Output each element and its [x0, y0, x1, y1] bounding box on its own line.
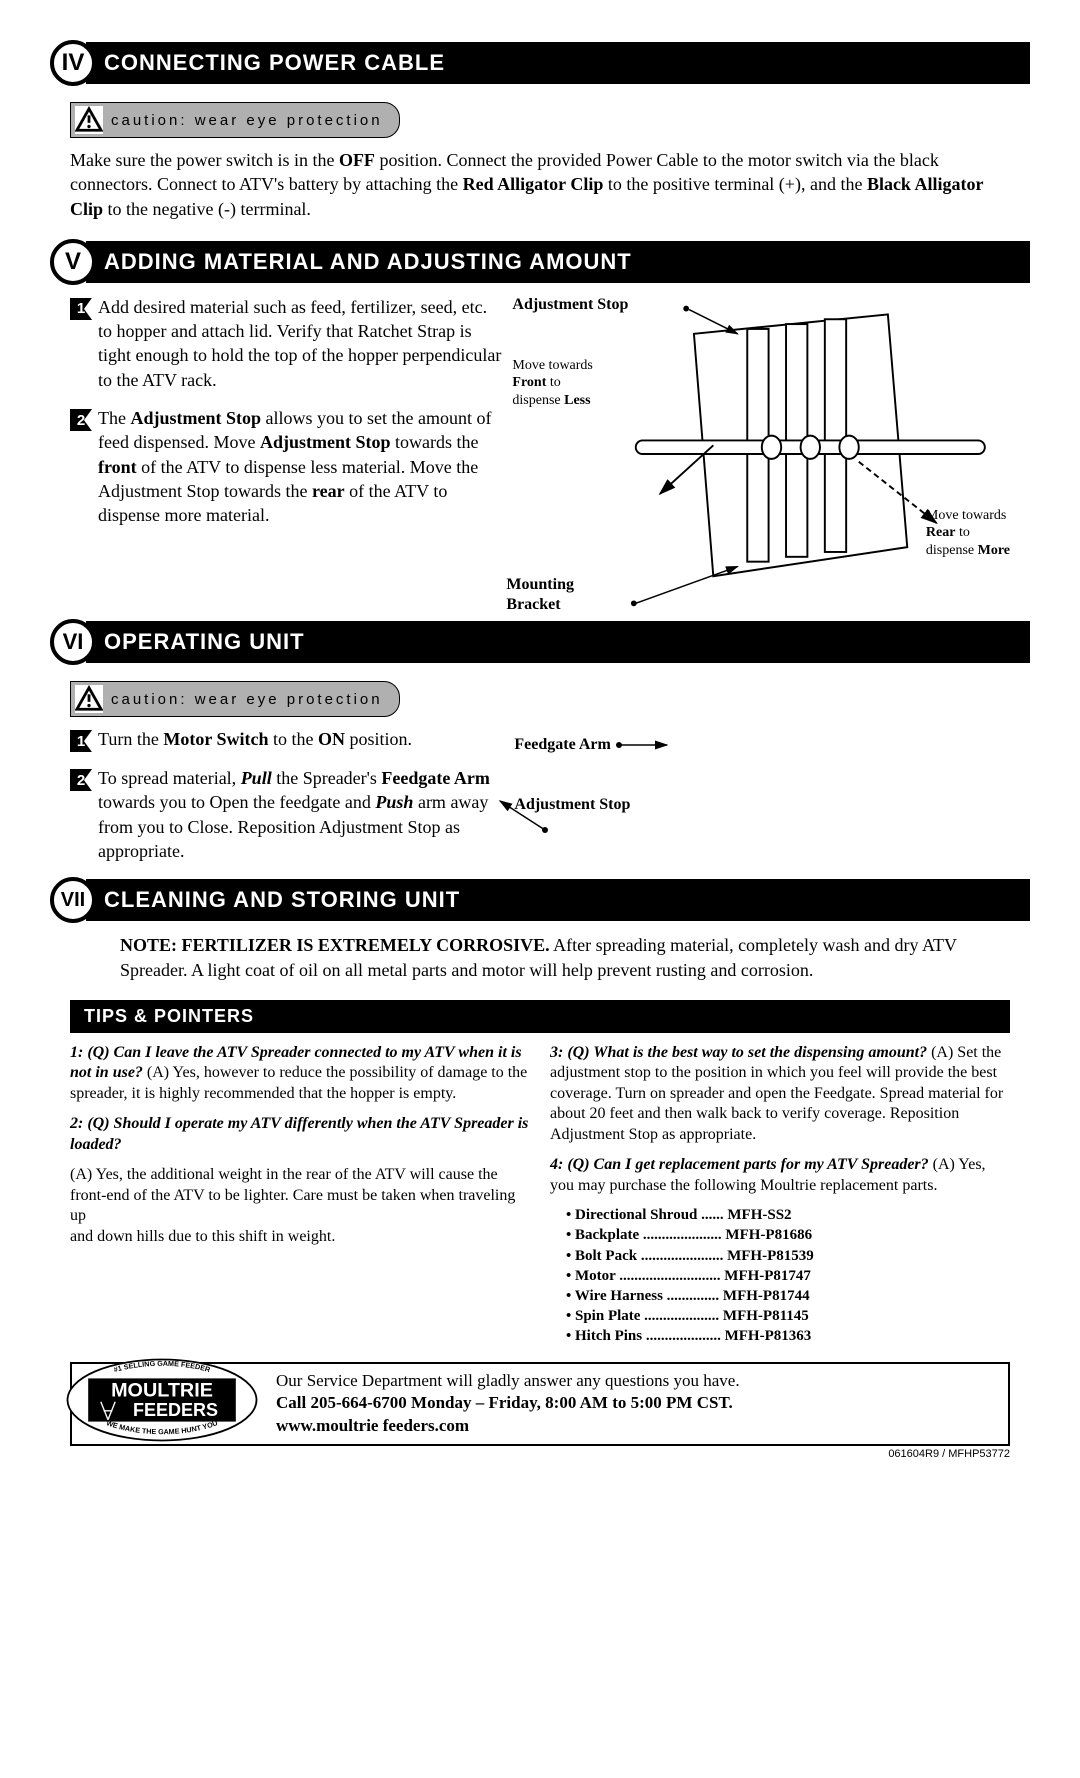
label-adjustment-stop: Adjustment Stop [512, 295, 628, 315]
warning-icon [75, 685, 103, 713]
part-item: • Spin Plate .................... MFH-P8… [566, 1307, 1010, 1326]
tips-right-column: 3: (Q) What is the best way to set the d… [550, 1043, 1010, 1348]
caution-box-vi: caution: wear eye protection [70, 681, 400, 717]
section-vii-header: VII CLEANING AND STORING UNIT [50, 877, 1030, 923]
footer-text: Our Service Department will gladly answe… [276, 1370, 740, 1439]
document-id: 061604R9 / MFHP53772 [70, 1448, 1010, 1460]
tips-title-bar: TIPS & POINTERS [70, 1000, 1010, 1033]
footer-box: #1 SELLING GAME FEEDER "WE MAKE THE GAME… [70, 1362, 1010, 1447]
roman-numeral-vii: VII [50, 877, 96, 923]
v-step-2: 2The Adjustment Stop allows you to set t… [70, 406, 502, 527]
caution-text: caution: wear eye protection [111, 112, 383, 129]
vii-note: NOTE: FERTILIZER IS EXTREMELY CORROSIVE.… [120, 933, 1010, 982]
part-item: • Hitch Pins .................... MFH-P8… [566, 1327, 1010, 1346]
roman-numeral-iv: IV [50, 40, 96, 86]
step-number-2: 2 [70, 409, 92, 431]
section-vi-header: VI OPERATING UNIT [50, 619, 1030, 665]
part-item: • Bolt Pack ...................... MFH-P… [566, 1247, 1010, 1266]
iv-body: Make sure the power switch is in the OFF… [70, 148, 1010, 221]
moultrie-logo: #1 SELLING GAME FEEDER "WE MAKE THE GAME… [62, 1356, 262, 1444]
section-iv-header: IV CONNECTING POWER CABLE [50, 40, 1030, 86]
warning-icon [75, 106, 103, 134]
section-iv-title: CONNECTING POWER CABLE [86, 42, 1030, 84]
vi-step-2: 2To spread material, Pull the Spreader's… [70, 766, 502, 863]
label-feedgate-arm: Feedgate Arm [514, 735, 1010, 755]
step-number-1: 1 [70, 730, 92, 752]
caution-text: caution: wear eye protection [111, 691, 383, 708]
feedgate-diagram: Feedgate Arm Adjustment Stop [502, 727, 1010, 877]
caution-box-iv: caution: wear eye protection [70, 102, 400, 138]
section-vi-title: OPERATING UNIT [86, 621, 1030, 663]
roman-numeral-vi: VI [50, 619, 96, 665]
v-step-1: 1Add desired material such as feed, fert… [70, 295, 502, 392]
vi-step-1: 1Turn the Motor Switch to the ON positio… [70, 727, 502, 752]
roman-numeral-v: V [50, 239, 96, 285]
tips-left-column: 1: (Q) Can I leave the ATV Spreader conn… [70, 1043, 530, 1348]
section-v-header: V ADDING MATERIAL AND ADJUSTING AMOUNT [50, 239, 1030, 285]
svg-text:MOULTRIE: MOULTRIE [111, 1379, 213, 1401]
section-vii-title: CLEANING AND STORING UNIT [86, 879, 1030, 921]
label-adjustment-stop-2: Adjustment Stop [514, 795, 1010, 815]
section-v-title: ADDING MATERIAL AND ADJUSTING AMOUNT [86, 241, 1030, 283]
part-item: • Wire Harness .............. MFH-P81744 [566, 1287, 1010, 1306]
label-move-front: Move towardsFront todispense Less [512, 357, 593, 410]
part-item: • Motor ........................... MFH-… [566, 1267, 1010, 1286]
part-item: • Backplate ..................... MFH-P8… [566, 1226, 1010, 1245]
parts-list: • Directional Shroud ...... MFH-SS2• Bac… [566, 1206, 1010, 1346]
adjustment-diagram: Adjustment Stop Move towardsFront todisp… [502, 295, 1010, 619]
label-mounting-bracket: MountingBracket [506, 575, 574, 615]
label-move-rear: Move towardsRear todispense More [926, 507, 1010, 560]
step-number-2: 2 [70, 769, 92, 791]
part-item: • Directional Shroud ...... MFH-SS2 [566, 1206, 1010, 1225]
step-number-1: 1 [70, 298, 92, 320]
svg-text:FEEDERS: FEEDERS [133, 1400, 218, 1420]
